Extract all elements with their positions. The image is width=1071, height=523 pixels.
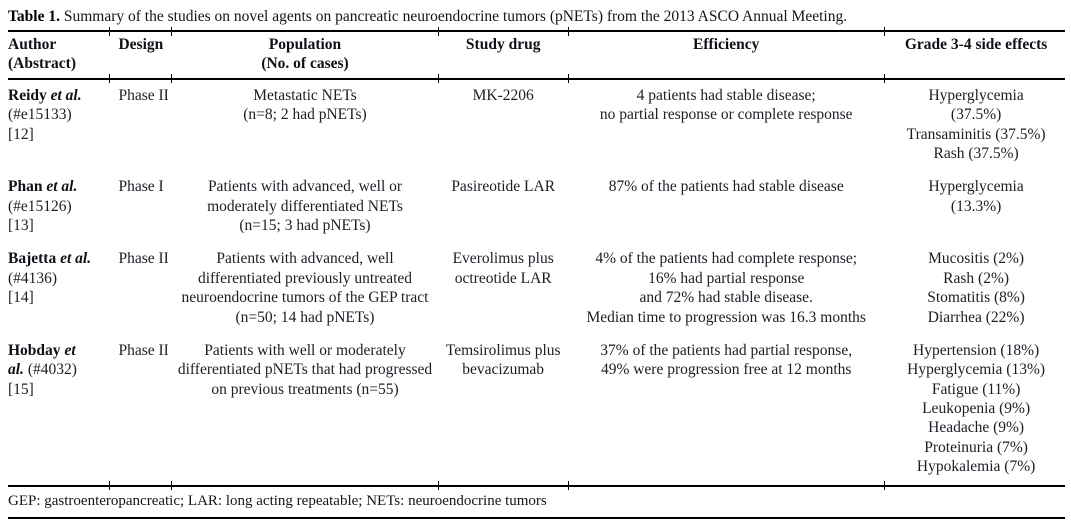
table-footnote: GEP: gastroenteropancreatic; LAR: long a… bbox=[8, 487, 1065, 519]
efficiency-cell: 87% of the patients had stable disease bbox=[608, 178, 844, 196]
design-cell: Phase II bbox=[118, 86, 169, 104]
study-drug-cell: Pasireotide LAR bbox=[451, 178, 556, 196]
author-name: Bajetta bbox=[8, 250, 57, 268]
study-drug-cell: Everolimus plus octreotide LAR bbox=[452, 250, 554, 287]
population-cell: Patients with advanced, well differentia… bbox=[181, 250, 429, 326]
author-etal: et al. bbox=[56, 250, 92, 268]
studies-table: Author (Abstract) Design Population (No.… bbox=[8, 28, 1065, 490]
author-cell: Reidy et al. (#e15133) [12] bbox=[8, 79, 109, 172]
author-abstract-ref: (#e15126) [13] bbox=[8, 197, 72, 234]
study-drug-cell: MK-2206 bbox=[472, 86, 534, 104]
author-abstract-ref: (#4032) [15] bbox=[8, 361, 77, 398]
table-header: Author (Abstract) Design Population (No.… bbox=[8, 28, 1065, 84]
study-row-reidy: Reidy et al. (#e15133) [12] Phase II Met… bbox=[8, 79, 1065, 172]
col-header-study-drug: Study drug bbox=[437, 28, 569, 84]
author-name: Hobday bbox=[8, 341, 61, 359]
study-row-hobday: Hobday et al. (#4032) [15] Phase II Pati… bbox=[8, 335, 1065, 490]
design-cell: Phase II bbox=[108, 335, 171, 490]
header-row: Author (Abstract) Design Population (No.… bbox=[8, 28, 1065, 84]
table-body: Reidy et al. (#e15133) [12] Phase II Met… bbox=[8, 79, 1065, 490]
side-effects-cell: Hypertension (18%) Hyperglycemia (13%) F… bbox=[883, 335, 1065, 490]
col-header-efficiency: Efficiency bbox=[567, 28, 885, 84]
col-header-design: Design bbox=[108, 28, 172, 84]
study-drug-cell: Temsirolimus plus bevacizumab bbox=[437, 335, 568, 490]
table-caption-text: Summary of the studies on novel agents o… bbox=[59, 8, 848, 25]
study-row-bajetta: Bajetta et al. (#4136) [14] Phase II Pat… bbox=[8, 243, 1065, 335]
population-cell: Patients with well or moderately differe… bbox=[171, 335, 438, 490]
efficiency-cell: 37% of the patients had partial response… bbox=[567, 335, 884, 490]
efficiency-cell: 4% of the patients had complete response… bbox=[586, 250, 866, 326]
author-etal: et al. bbox=[42, 178, 78, 196]
col-header-author: Author (Abstract) bbox=[8, 30, 110, 80]
author-abstract-ref: (#e15133) [12] bbox=[8, 106, 72, 143]
design-cell: Phase I bbox=[118, 178, 164, 196]
table-number-label: Table 1. bbox=[8, 8, 60, 25]
efficiency-cell: 4 patients had stable disease; no partia… bbox=[599, 86, 853, 124]
author-name: Phan bbox=[8, 178, 43, 196]
author-abstract-ref: (#4136) [14] bbox=[8, 269, 58, 307]
col-header-population: Population (No. of cases) bbox=[171, 28, 439, 84]
author-etal: et al. bbox=[8, 341, 76, 379]
design-cell: Phase II bbox=[118, 250, 169, 268]
author-cell: Hobday et al. (#4032) [15] bbox=[8, 335, 109, 486]
side-effects-cell: Hyperglycemia (37.5%) Transaminitis (37.… bbox=[906, 86, 1046, 162]
side-effects-cell: Mucositis (2%) Rash (2%) Stomatitis (8%)… bbox=[927, 250, 1025, 326]
side-effects-cell: Hyperglycemia (13.3%) bbox=[928, 178, 1024, 215]
author-cell: Bajetta et al. (#4136) [14] bbox=[8, 243, 109, 335]
study-row-phan: Phan et al. (#e15126) [13] Phase I Patie… bbox=[8, 171, 1065, 243]
table-caption: Table 1. Summary of the studies on novel… bbox=[8, 7, 1065, 26]
population-cell: Patients with advanced, well or moderate… bbox=[207, 178, 403, 234]
author-name: Reidy bbox=[8, 86, 47, 104]
author-etal: et al. bbox=[46, 86, 82, 104]
population-cell: Metastatic NETs (n=8; 2 had pNETs) bbox=[243, 86, 367, 124]
col-header-side-effects: Grade 3-4 side effects bbox=[883, 28, 1065, 84]
author-cell: Phan et al. (#e15126) [13] bbox=[8, 171, 109, 243]
